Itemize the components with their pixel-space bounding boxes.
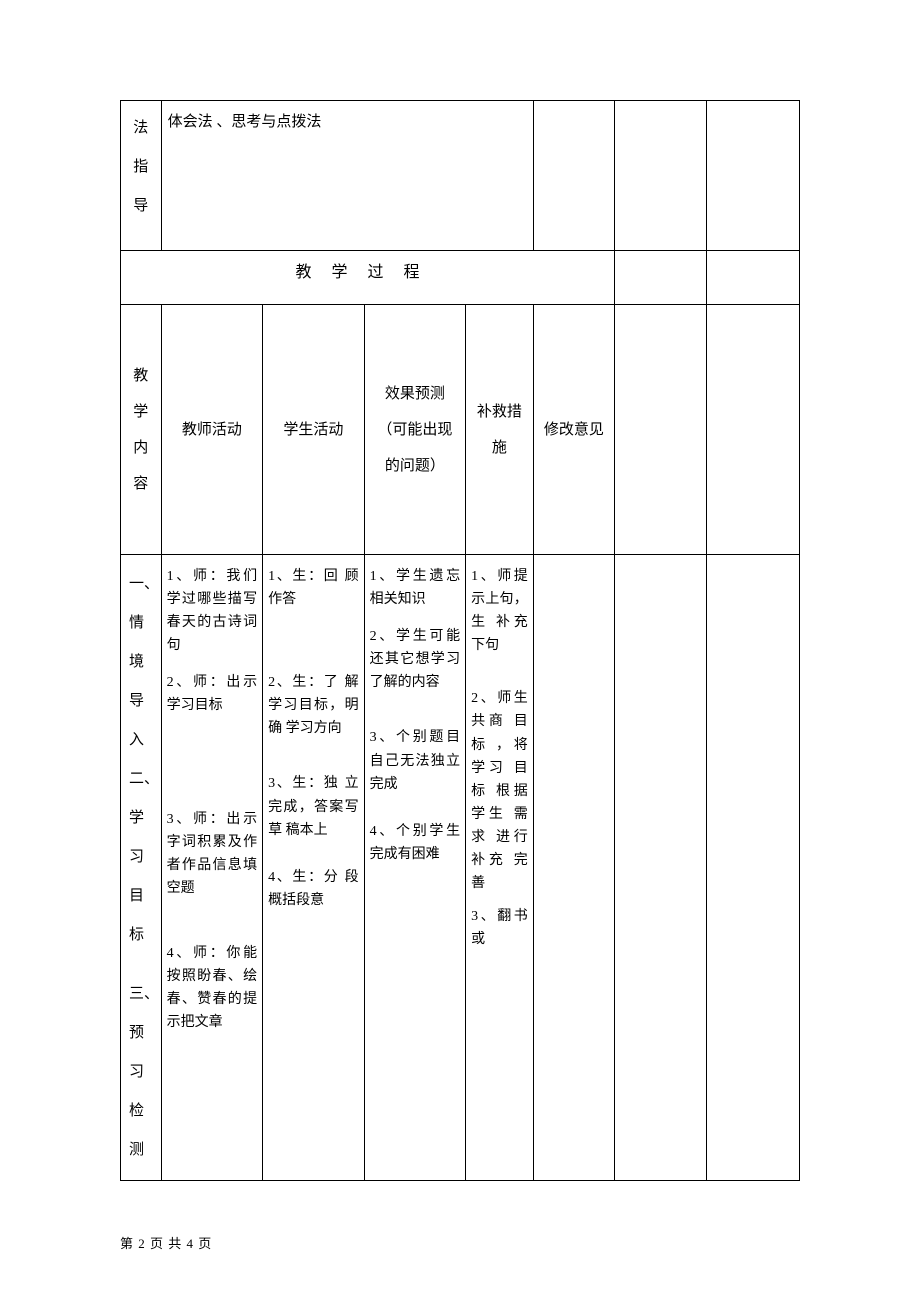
- empty-cell: [614, 305, 706, 555]
- remedy-item: 2、师生 共商 目标 ，将 学习 目标 根据 学生 需求 进行 补充 完善: [471, 687, 528, 895]
- method-content: 体会法 、思考与点拨法: [161, 101, 533, 251]
- effect-prediction-cell: 1、学生遗忘相关知识 2、学生可能还其它想学习了解的内容 3、个别题目自己无法独…: [364, 555, 466, 1181]
- teacher-item: 2、师：出示学习目标: [167, 671, 258, 717]
- empty-cell: [533, 101, 614, 251]
- section-line: 二、学: [129, 760, 153, 838]
- lesson-plan-table: 法指导 体会法 、思考与点拨法 教学过程 教学内容 教师活动 学生活动 效果预测…: [120, 100, 800, 1181]
- section-line: 一、情: [129, 565, 153, 643]
- remedy-cell: 1、师提 示上句，生 补充 下句 2、师生 共商 目标 ，将 学习 目标 根据 …: [466, 555, 534, 1181]
- student-item: 3、生：独 立 完成，答案写 草 稿本上: [268, 772, 359, 841]
- student-activity-cell: 1、生：回 顾 作答 2、生：了 解 学习目标，明 确 学习方向 3、生：独 立…: [263, 555, 365, 1181]
- section-line: 标: [129, 916, 153, 955]
- remedy-item: 3、翻书 或: [471, 905, 528, 951]
- effect-item: 3、个别题目自己无法独立完成: [370, 726, 461, 795]
- teaching-content-cell: 一、情 境 导 入 二、学 习 目 标 三、预 习 检 测: [121, 555, 162, 1181]
- empty-cell: [707, 251, 800, 305]
- process-title: 教学过程: [121, 251, 615, 305]
- teacher-activity-cell: 1、师：我们学过哪些描写春天的古诗词句 2、师：出示学习目标 3、师：出示字词积…: [161, 555, 263, 1181]
- spacer: [129, 955, 153, 975]
- header-remedy: 补救措施: [466, 305, 534, 555]
- table-row-method: 法指导 体会法 、思考与点拨法: [121, 101, 800, 251]
- section-line: 习 目: [129, 838, 153, 916]
- section-line: 三、预: [129, 975, 153, 1053]
- student-item: 4、生：分 段 概括段意: [268, 866, 359, 912]
- header-modify-opinion: 修改意见: [533, 305, 614, 555]
- section-line: 测: [129, 1131, 153, 1170]
- empty-cell: [614, 251, 706, 305]
- header-effect-prediction: 效果预测（可能出现的问题）: [364, 305, 466, 555]
- table-row-column-headers: 教学内容 教师活动 学生活动 效果预测（可能出现的问题） 补救措施 修改意见: [121, 305, 800, 555]
- teacher-item: 4、师：你能按照盼春、绘春、赞春的提示把文章: [167, 942, 258, 1034]
- empty-cell: [614, 101, 706, 251]
- table-row-content: 一、情 境 导 入 二、学 习 目 标 三、预 习 检 测 1、师：我们学过哪些…: [121, 555, 800, 1181]
- teacher-item: 3、师：出示字词积累及作者作品信息填空题: [167, 808, 258, 900]
- section-line: 习 检: [129, 1053, 153, 1131]
- header-student-activity: 学生活动: [263, 305, 365, 555]
- table-row-process-header: 教学过程: [121, 251, 800, 305]
- header-teacher-activity: 教师活动: [161, 305, 263, 555]
- remedy-item: 1、师提 示上句，生 补充 下句: [471, 565, 528, 657]
- header-teaching-content: 教学内容: [121, 305, 162, 555]
- section-line: 入: [129, 721, 153, 760]
- effect-item: 4、个别学生完成有困难: [370, 820, 461, 866]
- section-line: 境 导: [129, 643, 153, 721]
- effect-item: 1、学生遗忘相关知识: [370, 565, 461, 611]
- empty-cell: [707, 305, 800, 555]
- empty-cell: [707, 555, 800, 1181]
- teacher-item: 1、师：我们学过哪些描写春天的古诗词句: [167, 565, 258, 657]
- student-item: 1、生：回 顾 作答: [268, 565, 359, 611]
- student-item: 2、生：了 解 学习目标，明 确 学习方向: [268, 671, 359, 740]
- empty-cell: [614, 555, 706, 1181]
- empty-cell: [707, 101, 800, 251]
- method-label: 法指导: [121, 101, 162, 251]
- page-footer: 第 2 页 共 4 页: [120, 1233, 212, 1252]
- effect-item: 2、学生可能还其它想学习了解的内容: [370, 625, 461, 694]
- modify-opinion-cell: [533, 555, 614, 1181]
